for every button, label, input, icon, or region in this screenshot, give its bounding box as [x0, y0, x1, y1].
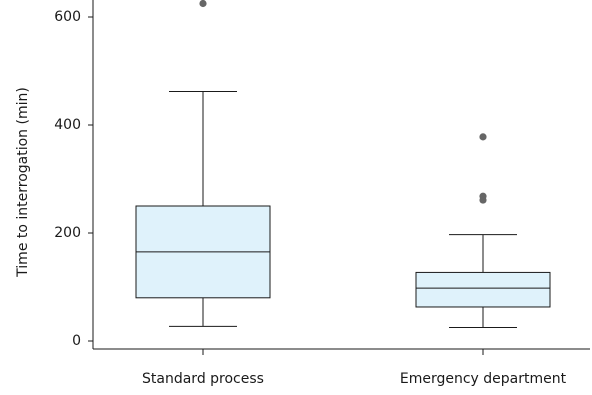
box-standard-process	[135, 0, 271, 327]
y-tick-label-200: 200	[54, 225, 81, 241]
box-emergency-department	[415, 133, 551, 328]
y-tick-label-600: 600	[54, 9, 81, 25]
x-tick-label-standard-process: Standard process	[142, 371, 264, 387]
iqr-box-emergency-department	[415, 271, 551, 308]
x-tick-label-emergency-department: Emergency department	[400, 371, 567, 387]
outlier-point-emergency-department-2	[479, 133, 487, 141]
y-tick-label-400: 400	[54, 117, 81, 133]
outlier-point-emergency-department-1	[479, 192, 487, 200]
y-tick-label-0: 0	[72, 333, 81, 349]
outlier-point-standard-process-0	[199, 0, 207, 8]
x-axis: Standard process Emergency department	[93, 348, 590, 387]
y-axis: 0 200 400 600	[54, 0, 94, 349]
y-axis-title: Time to interrogation (min)	[15, 87, 31, 278]
box-group	[135, 0, 551, 328]
